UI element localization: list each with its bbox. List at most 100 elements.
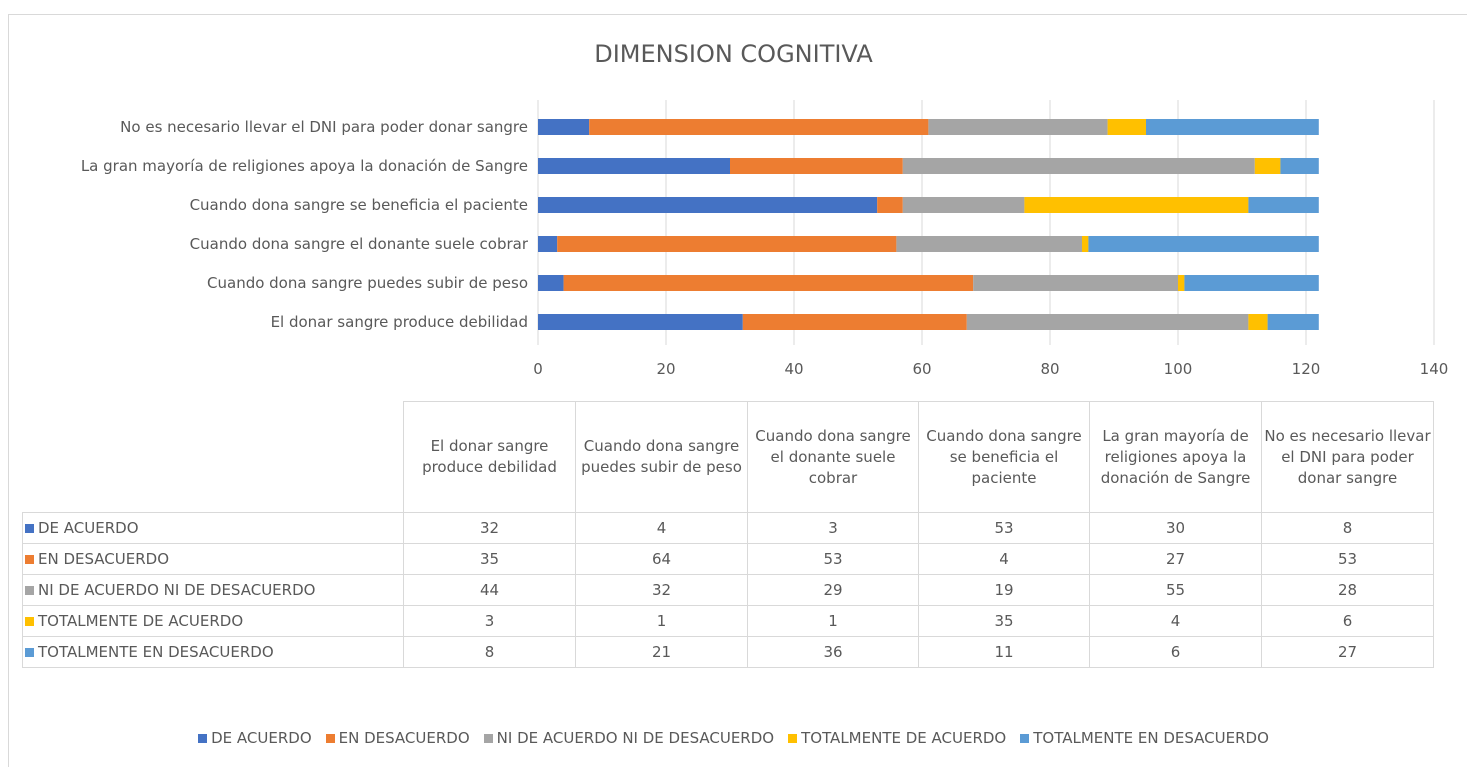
bar-segment [538,314,743,330]
legend-item: TOTALMENTE DE ACUERDO [788,729,1006,747]
table-cell: 3 [747,512,919,544]
data-table: El donar sangre produce debilidad Cuando … [22,401,1434,668]
table-row-header: DE ACUERDO [22,512,404,544]
table-cell: 6 [1261,605,1434,637]
bar-segment [1024,197,1249,213]
y-tick-label: El donar sangre produce debilidad [270,313,528,331]
legend-key [25,617,34,626]
table-row: DE ACUERDO 32 4 3 53 30 8 [22,512,1434,544]
table-cell: 64 [575,543,748,575]
table-cell: 6 [1089,636,1262,668]
bar-segment [877,197,903,213]
bar-segment [1178,275,1185,291]
legend-label: EN DESACUERDO [338,729,470,747]
legend-key [25,555,34,564]
table-row-header: TOTALMENTE DE ACUERDO [22,605,404,637]
bar-segment [1248,197,1319,213]
legend-key [198,734,208,743]
series-name: NI DE ACUERDO NI DE DESACUERDO [38,581,316,599]
table-cell: 8 [1261,512,1434,544]
bar-segment [1248,314,1268,330]
table-row: TOTALMENTE EN DESACUERDO 8 21 36 11 6 27 [22,636,1434,668]
x-tick-label: 140 [1419,360,1449,378]
bar-segment [1280,158,1319,174]
table-cell: 53 [747,543,919,575]
table-header: El donar sangre produce debilidad [403,401,576,513]
legend: DE ACUERDO EN DESACUERDO NI DE ACUERDO NI … [0,729,1467,747]
bar-segment [896,236,1082,252]
bar-segment [589,119,929,135]
legend-label: DE ACUERDO [211,729,312,747]
table-row: EN DESACUERDO 35 64 53 4 27 53 [22,543,1434,575]
table-header: Cuando dona sangre se beneficia el pacie… [918,401,1090,513]
legend-label: TOTALMENTE EN DESACUERDO [1033,729,1269,747]
table-cell: 27 [1261,636,1434,668]
bar-segment [557,236,897,252]
series-name: EN DESACUERDO [38,550,170,568]
bar-segment [928,119,1108,135]
table-cell: 1 [575,605,748,637]
table-cell: 4 [918,543,1090,575]
table-cell: 3 [403,605,576,637]
table-header: No es necesario llevar el DNI para poder… [1261,401,1434,513]
table-cell: 27 [1089,543,1262,575]
table-cell: 35 [918,605,1090,637]
bar-segment [538,236,558,252]
bar-segment [966,314,1249,330]
bar-segment [730,158,903,174]
x-tick-label: 100 [1163,360,1193,378]
table-cell: 19 [918,574,1090,606]
bar-segment [538,158,730,174]
table-header: Cuando dona sangre el donante suele cobr… [747,401,919,513]
legend-label: TOTALMENTE DE ACUERDO [801,729,1007,747]
table-cell: 21 [575,636,748,668]
bar-segment [538,119,590,135]
table-cell: 28 [1261,574,1434,606]
y-tick-label: Cuando dona sangre el donante suele cobr… [189,235,528,253]
series-name: TOTALMENTE DE ACUERDO [38,612,244,630]
bar-segment [902,197,1025,213]
bar-segment [538,197,878,213]
legend-key [483,734,493,743]
bar-segment [973,275,1178,291]
legend-item: NI DE ACUERDO NI DE DESACUERDO [483,729,775,747]
y-tick-label: La gran mayoría de religiones apoya la d… [80,157,528,175]
bar-segment [563,275,974,291]
table-cell: 8 [403,636,576,668]
x-tick-label: 120 [1291,360,1321,378]
table-cell: 32 [403,512,576,544]
chart-title: DIMENSION COGNITIVA [594,40,873,68]
bar-segment [538,275,564,291]
x-tick-label: 40 [784,360,804,378]
legend-item: TOTALMENTE EN DESACUERDO [1020,729,1269,747]
table-cell: 4 [1089,605,1262,637]
legend-key [1020,734,1030,743]
legend-key [788,734,798,743]
legend-item: EN DESACUERDO [325,729,470,747]
bar-segment [1088,236,1319,252]
table-cell: 4 [575,512,748,544]
bar-segment [1107,119,1146,135]
legend-key [25,586,34,595]
y-tick-label: Cuando dona sangre se beneficia el pacie… [189,196,528,214]
bar-segment [1267,314,1319,330]
chart-border [8,14,1467,767]
table-cell: 35 [403,543,576,575]
table-row-header: TOTALMENTE EN DESACUERDO [22,636,404,668]
table-row-header: NI DE ACUERDO NI DE DESACUERDO [22,574,404,606]
table-cell: 30 [1089,512,1262,544]
table-corner [22,401,404,513]
legend-label: NI DE ACUERDO NI DE DESACUERDO [496,729,775,747]
bar-segment [1082,236,1089,252]
bar-segment [1254,158,1281,174]
legend-key [25,648,34,657]
legend-key [25,524,34,533]
table-row: TOTALMENTE DE ACUERDO 3 1 1 35 4 6 [22,605,1434,637]
table-cell: 36 [747,636,919,668]
x-tick-label: 0 [533,360,543,378]
table-cell: 29 [747,574,919,606]
table-cell: 44 [403,574,576,606]
x-tick-label: 20 [656,360,676,378]
